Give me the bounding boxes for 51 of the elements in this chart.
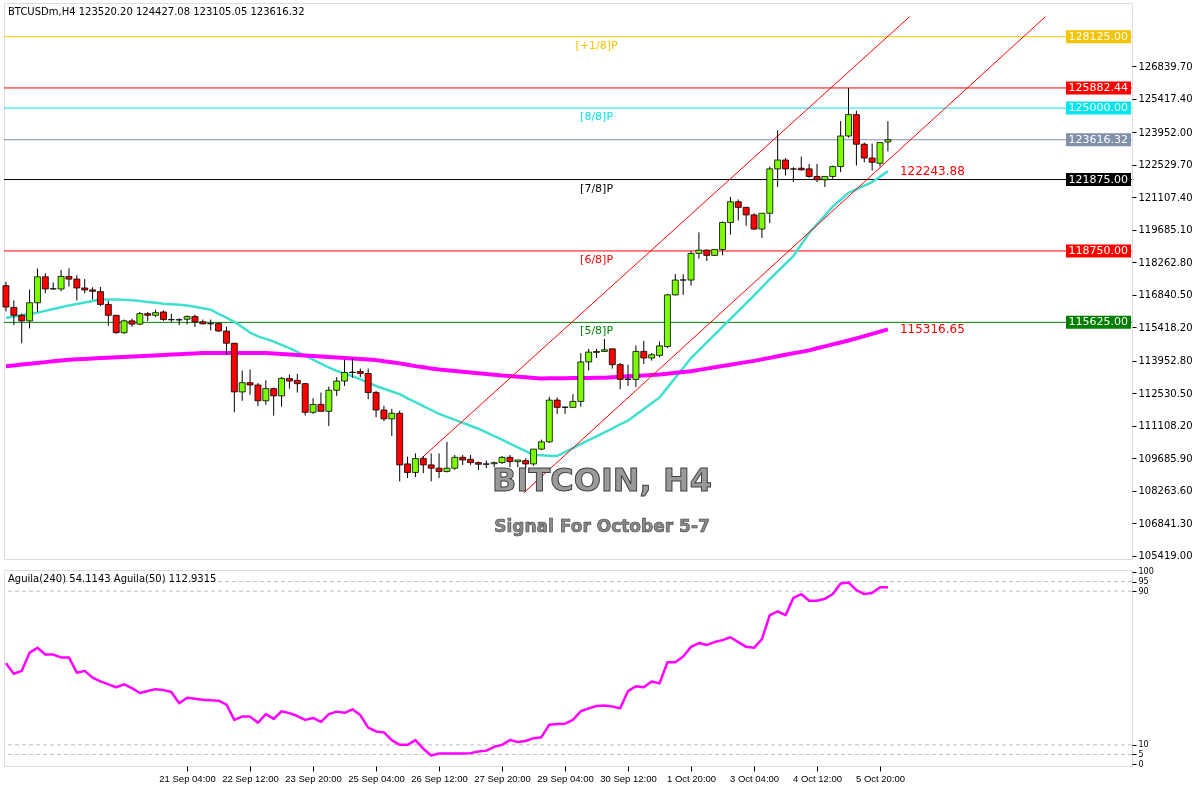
y-tick-label: 106841.30: [1138, 517, 1193, 529]
x-tick-label: 25 Sep 04:00: [348, 772, 405, 784]
ref-line-label: 123616.32: [1068, 132, 1128, 146]
annotation: 115316.65: [899, 322, 965, 337]
y-tick-label: 10: [1138, 740, 1149, 750]
annotation: [+1/8]P: [575, 38, 618, 52]
y-tick-label: 116840.50: [1138, 289, 1193, 301]
annotation: [8/8]P: [580, 110, 614, 124]
ref-line-label: 125000.00: [1068, 101, 1128, 115]
ref-line-label: 128125.00: [1068, 29, 1128, 43]
y-tick-label: 119685.10: [1138, 224, 1193, 236]
ref-line-label: 115625.00: [1068, 315, 1128, 329]
y-tick-label: 123952.00: [1138, 126, 1193, 138]
y-tick-label: 112530.50: [1138, 387, 1193, 399]
x-tick-label: 23 Sep 20:00: [285, 772, 342, 784]
y-tick-label: 109685.90: [1138, 452, 1193, 464]
annotation: 122243.88: [899, 164, 965, 179]
y-tick-label: 5: [1138, 749, 1144, 759]
annotation: Aguila(240) 54.1143 Aguila(50) 112.9315: [8, 573, 217, 584]
x-tick-label: 1 Oct 20:00: [666, 772, 717, 784]
x-tick-label: 5 Oct 20:00: [855, 772, 906, 784]
y-tick-label: 115418.20: [1138, 321, 1193, 333]
ref-line-label: 125882.44: [1068, 80, 1128, 94]
annotation: [7/8]P: [580, 181, 614, 195]
x-tick-label: 3 Oct 04:00: [729, 772, 780, 784]
y-tick-label: 0: [1138, 759, 1144, 769]
y-tick-label: 105419.00: [1138, 550, 1193, 562]
ref-line-label: 121875.00: [1068, 172, 1128, 186]
y-tick-label: 95: [1138, 577, 1149, 587]
x-tick-label: 21 Sep 04:00: [159, 772, 216, 784]
annotation: BTCUSDm,H4 123520.20 124427.08 123105.05 123616.32: [8, 6, 305, 17]
x-tick-label: 4 Oct 12:00: [792, 772, 843, 784]
text: Signal For October 5-7: [494, 516, 710, 536]
x-tick-label: 30 Sep 12:00: [600, 772, 657, 784]
y-tick-label: 125417.40: [1138, 93, 1193, 105]
y-tick-label: 111108.20: [1138, 420, 1193, 432]
x-tick-label: 26 Sep 12:00: [411, 772, 468, 784]
x-tick-label: 27 Sep 20:00: [474, 772, 531, 784]
y-tick-label: 100: [1138, 567, 1154, 577]
annotation: [6/8]P: [580, 252, 614, 266]
x-tick-label: 22 Sep 12:00: [222, 772, 279, 784]
x-tick-label: 29 Sep 04:00: [537, 772, 594, 784]
y-tick-label: 118262.80: [1138, 256, 1193, 268]
y-tick-label: 122529.70: [1138, 159, 1193, 171]
ref-line-label: 118750.00: [1068, 243, 1128, 257]
y-tick-label: 108263.60: [1138, 485, 1193, 497]
y-tick-label: 126839.70: [1138, 60, 1193, 72]
annotation: [5/8]P: [580, 324, 614, 338]
y-tick-label: 121107.40: [1138, 191, 1193, 203]
y-tick-label: 90: [1138, 586, 1149, 596]
y-tick-label: 113952.80: [1138, 355, 1193, 367]
